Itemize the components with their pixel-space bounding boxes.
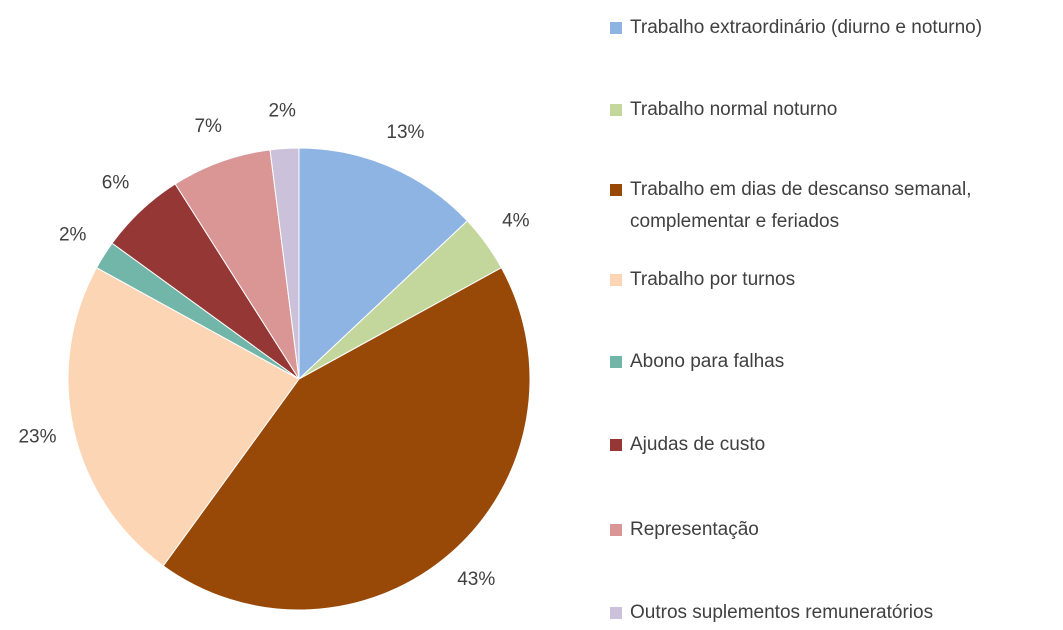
data-label: 6% <box>102 173 130 194</box>
data-label: 7% <box>194 116 222 137</box>
pie-slice <box>174 149 300 380</box>
legend-swatch <box>610 22 622 34</box>
chart: 13% 4% 43% 23% 2% 6% 7% 2% <box>18 101 531 611</box>
legend-swatch <box>610 439 622 451</box>
legend-swatch <box>610 104 622 116</box>
data-label: 2% <box>268 101 296 122</box>
legend-label: Trabalho por turnos <box>630 269 796 290</box>
legend-swatch <box>610 356 622 368</box>
legend-label: Ajudas de custo <box>630 434 766 455</box>
legend-swatch <box>610 524 622 536</box>
data-label: 43% <box>457 569 495 590</box>
legend-label: Trabalho normal noturno <box>630 99 838 120</box>
pie-slice <box>269 147 300 380</box>
legend-label: Outros suplementos remuneratórios <box>630 602 934 623</box>
legend-swatch <box>610 184 622 196</box>
legend-label: Trabalho extraordinário (diurno e noturn… <box>630 17 983 38</box>
data-label: 23% <box>18 426 56 447</box>
data-label: 13% <box>386 122 424 143</box>
pie-slice <box>298 147 469 381</box>
pie-slice <box>67 267 300 567</box>
legend-label: Trabalho em dias de descanso semanal, co… <box>630 179 972 232</box>
legend-swatch <box>610 607 622 619</box>
legend-swatch <box>610 274 622 286</box>
legend-label: Abono para falhas <box>630 351 785 372</box>
data-label: 4% <box>502 210 530 231</box>
legend-label: Representação <box>630 519 759 540</box>
data-label: 2% <box>59 224 87 245</box>
pie-slice <box>162 267 531 611</box>
